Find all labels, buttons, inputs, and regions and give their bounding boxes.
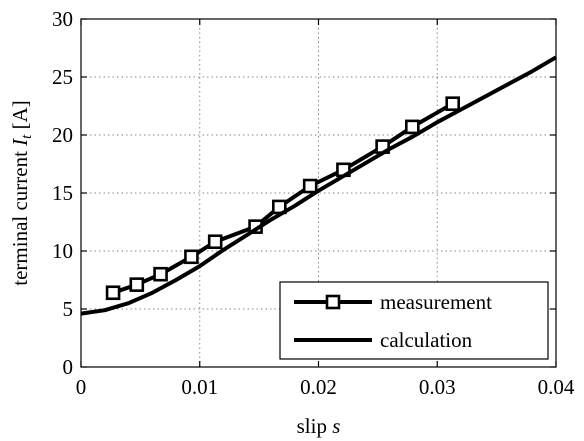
y-tick-label: 10 — [52, 239, 73, 263]
legend-item-measurement: measurement — [294, 290, 492, 314]
series-layer — [80, 55, 558, 316]
x-tick-label: 0.04 — [538, 375, 575, 399]
data-point — [105, 285, 121, 301]
series-line-calculation — [80, 55, 558, 316]
y-tick-label: 30 — [52, 7, 73, 31]
data-point — [207, 234, 223, 250]
data-point — [153, 266, 168, 282]
series-line-measurement — [112, 101, 454, 295]
legend-marker — [325, 294, 341, 310]
y-tick-label: 5 — [63, 297, 74, 321]
series-calculation — [80, 55, 558, 316]
legend-label: measurement — [380, 290, 492, 314]
legend: measurement calculation — [279, 281, 549, 360]
data-point — [302, 178, 318, 194]
legend-box — [279, 281, 549, 360]
y-tick-label: 20 — [52, 123, 73, 147]
x-tick-label: 0.01 — [181, 375, 218, 399]
x-tick-label: 0.02 — [300, 375, 337, 399]
axis-ticks: 0 0.01 0.02 0.03 0.04 0 5 10 15 20 25 30 — [52, 7, 575, 399]
data-point — [184, 249, 199, 265]
legend-label: calculation — [380, 328, 473, 352]
y-tick-label: 15 — [52, 181, 73, 205]
data-point — [445, 96, 460, 111]
y-tick-label: 0 — [63, 355, 74, 379]
y-axis-label: terminal current It [A] — [8, 100, 35, 286]
y-tick-label: 25 — [52, 65, 73, 89]
legend-items: measurement calculation — [294, 290, 492, 352]
legend-item-calculation: calculation — [294, 328, 473, 352]
series-measurement — [105, 96, 460, 301]
x-tick-label: 0 — [76, 375, 87, 399]
data-point — [405, 119, 420, 135]
x-axis-label: slip s — [297, 414, 341, 438]
data-point — [129, 277, 145, 292]
x-tick-label: 0.03 — [419, 375, 456, 399]
